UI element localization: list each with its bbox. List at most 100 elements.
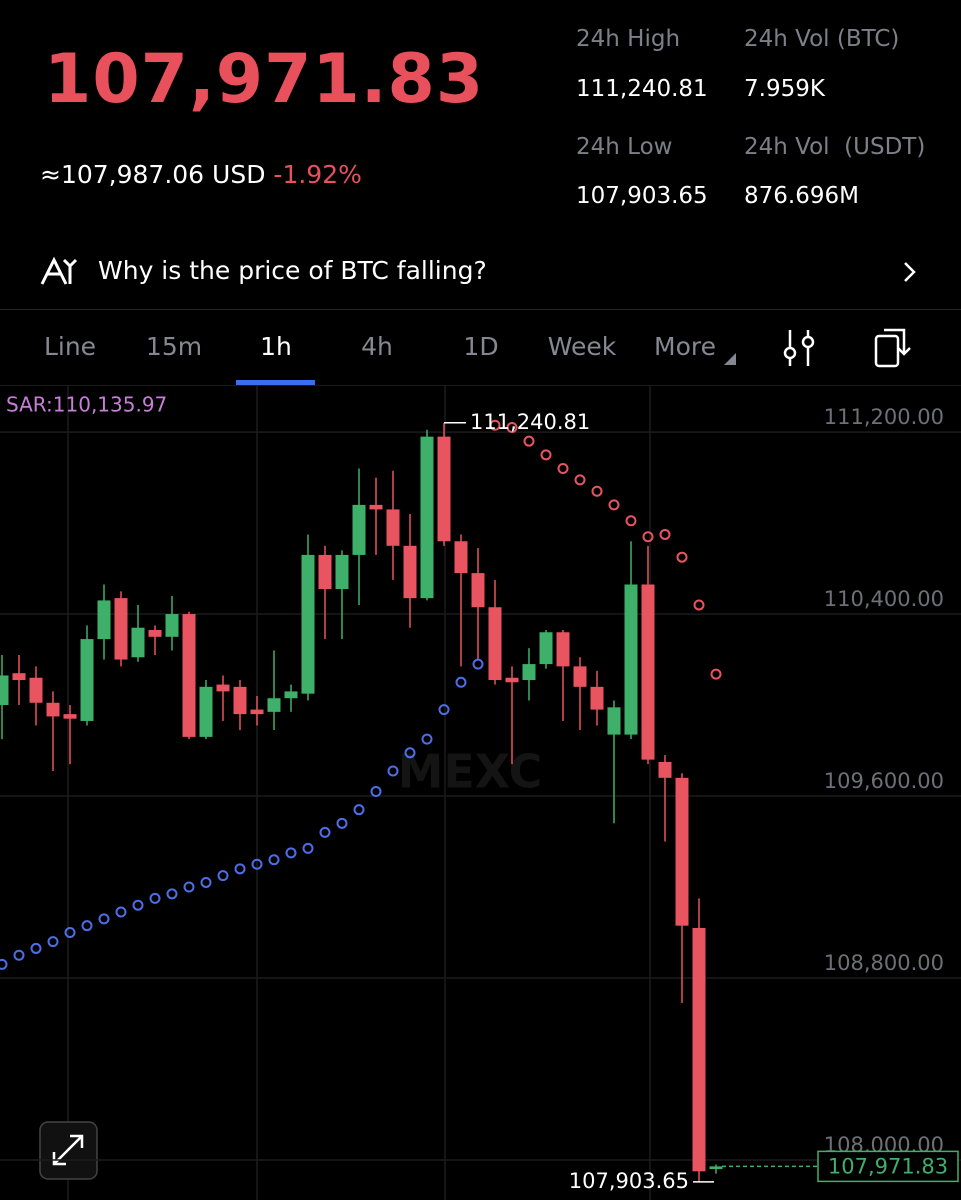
sar-dot <box>387 765 399 777</box>
candle-body <box>182 614 196 737</box>
more-arrow <box>724 353 736 365</box>
sar-dot <box>506 422 518 434</box>
sar-dot <box>81 920 93 932</box>
chevron[interactable] <box>900 260 920 284</box>
sar-dot <box>523 435 535 447</box>
candle-body <box>148 629 162 637</box>
high-label: 111,240.81 <box>470 410 590 434</box>
sar-dot <box>370 785 382 797</box>
sar-dot <box>47 936 59 948</box>
sar-dot <box>336 817 348 829</box>
sar-dot <box>0 958 8 970</box>
last-price-box <box>817 1150 959 1183</box>
sar-dot <box>625 515 637 527</box>
tab[interactable]: 4h <box>361 332 393 361</box>
sar-dot <box>149 892 161 904</box>
tab[interactable]: 15m <box>145 332 203 361</box>
ai-icon <box>40 256 78 285</box>
candle-body <box>505 677 519 683</box>
sar-dot <box>217 870 229 882</box>
y-tick-label: 111,200.00 <box>824 405 944 429</box>
candle-body <box>0 675 9 706</box>
approx-price: ≈107,987.06 USD -1.92% <box>40 160 362 189</box>
candle-body <box>539 632 553 665</box>
stat-value: 876.696M <box>744 183 859 209</box>
approx-value: ≈107,987.06 <box>40 160 205 189</box>
candle-body <box>607 707 621 735</box>
sar-dot <box>472 658 484 670</box>
stat-label: 24h Low <box>576 134 673 160</box>
candle-body <box>454 541 468 574</box>
chart: MEXC SAR:110,135.97 111,200.00 110,400.00… <box>0 385 961 1200</box>
candle-body <box>63 714 77 719</box>
sar-dot <box>404 747 416 759</box>
sar-dot <box>489 419 501 431</box>
sar-dot <box>166 888 178 900</box>
candle-body <box>46 702 60 717</box>
candle-body <box>216 684 230 692</box>
sar-dot <box>234 863 246 875</box>
sar-dot <box>591 485 603 497</box>
candle-body <box>114 598 128 660</box>
candle-body <box>675 777 689 926</box>
candle-body <box>488 607 502 681</box>
sar-dot <box>30 942 42 954</box>
candle-body <box>556 632 570 667</box>
sar-dot <box>642 531 654 543</box>
y-tick-label: 108,800.00 <box>824 951 944 975</box>
sar-dot <box>710 668 722 680</box>
last-price-label: 107,971.83 <box>828 1154 948 1178</box>
settings-icon[interactable] <box>782 328 818 368</box>
candle-body <box>522 664 536 681</box>
sar-dot <box>183 881 195 893</box>
candle-body <box>233 686 247 715</box>
candle-body <box>12 673 26 681</box>
low-label: 107,903.65 <box>569 1169 689 1193</box>
candle-body <box>335 554 349 590</box>
candle-body <box>131 627 145 658</box>
candle-body <box>199 686 213 737</box>
change: -1.92% <box>273 160 362 189</box>
candle-body <box>692 927 706 1172</box>
switch-icon[interactable] <box>872 326 912 370</box>
stat-value: 107,903.65 <box>576 183 708 209</box>
candle-body <box>80 639 94 721</box>
y-tick-label: 110,400.00 <box>824 587 944 611</box>
candle-body <box>165 614 179 637</box>
candle-body <box>420 436 434 599</box>
stat-label: 24h Vol (USDT) <box>744 134 926 160</box>
divider <box>0 385 961 386</box>
sar-dot <box>115 906 127 918</box>
sar-dot <box>319 826 331 838</box>
watermark: MEXC <box>398 745 543 799</box>
y-tick-label: 109,600.00 <box>824 769 944 793</box>
candle-body <box>709 1166 723 1170</box>
banner-text[interactable]: Why is the price of BTC falling? <box>98 256 487 285</box>
candle-body <box>267 698 281 712</box>
stat-value: 7.959K <box>744 76 825 102</box>
sar-dot <box>200 876 212 888</box>
time-grid <box>67 385 651 1200</box>
tab-underline <box>236 380 315 385</box>
tab[interactable]: 1h <box>260 332 292 361</box>
tab[interactable]: 1D <box>463 332 499 361</box>
sar-dot <box>98 913 110 925</box>
divider <box>0 309 961 310</box>
candle-body <box>29 677 43 703</box>
sar-dot <box>676 551 688 563</box>
tab[interactable]: Week <box>547 332 617 361</box>
candle-body <box>471 573 485 608</box>
tab[interactable]: More <box>654 332 716 361</box>
sar-label: SAR:110,135.97 <box>6 393 167 417</box>
candle-body <box>369 504 383 510</box>
candle-body <box>284 691 298 699</box>
sar-dot <box>285 847 297 859</box>
tab[interactable]: Line <box>43 332 97 361</box>
stat-label: 24h High <box>576 26 681 52</box>
sar-dot <box>421 733 433 745</box>
stat-value: 111,240.81 <box>576 76 708 102</box>
candle-body <box>386 509 400 546</box>
candle-body <box>590 686 604 710</box>
candle-body <box>97 600 111 640</box>
